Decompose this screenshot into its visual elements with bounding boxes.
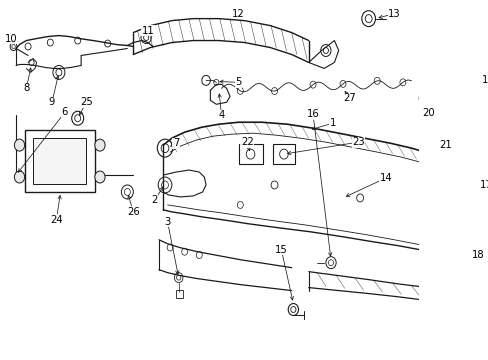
Text: 14: 14: [379, 173, 391, 183]
Text: 5: 5: [235, 77, 241, 87]
Bar: [176, 289, 183, 298]
Text: 13: 13: [387, 9, 400, 19]
Text: 9: 9: [49, 97, 55, 107]
Text: 3: 3: [164, 217, 170, 227]
Text: 11: 11: [141, 26, 154, 36]
Text: 24: 24: [50, 215, 62, 225]
Text: 15: 15: [274, 245, 287, 255]
Text: 23: 23: [351, 137, 364, 147]
Text: 4: 4: [218, 110, 224, 120]
Circle shape: [95, 139, 105, 151]
Circle shape: [14, 171, 24, 183]
Text: 2: 2: [151, 195, 158, 205]
Bar: [24, 130, 95, 192]
Text: 6: 6: [61, 107, 68, 117]
Bar: [238, 144, 262, 164]
Text: 8: 8: [23, 84, 29, 93]
Bar: [33, 138, 86, 184]
Text: 7: 7: [173, 138, 179, 148]
Text: 10: 10: [5, 33, 17, 44]
Text: 21: 21: [438, 140, 451, 150]
Text: 12: 12: [232, 9, 244, 19]
Circle shape: [95, 171, 105, 183]
Bar: [272, 144, 294, 164]
Text: 20: 20: [422, 108, 434, 118]
Text: 22: 22: [240, 137, 253, 147]
Text: 16: 16: [306, 109, 319, 119]
Text: 1: 1: [329, 118, 335, 128]
Text: 19: 19: [481, 75, 488, 85]
Text: 25: 25: [80, 97, 92, 107]
Text: 17: 17: [479, 180, 488, 190]
Circle shape: [14, 139, 24, 151]
Text: 26: 26: [127, 207, 140, 217]
Text: 27: 27: [343, 93, 355, 103]
Text: 18: 18: [471, 250, 484, 260]
